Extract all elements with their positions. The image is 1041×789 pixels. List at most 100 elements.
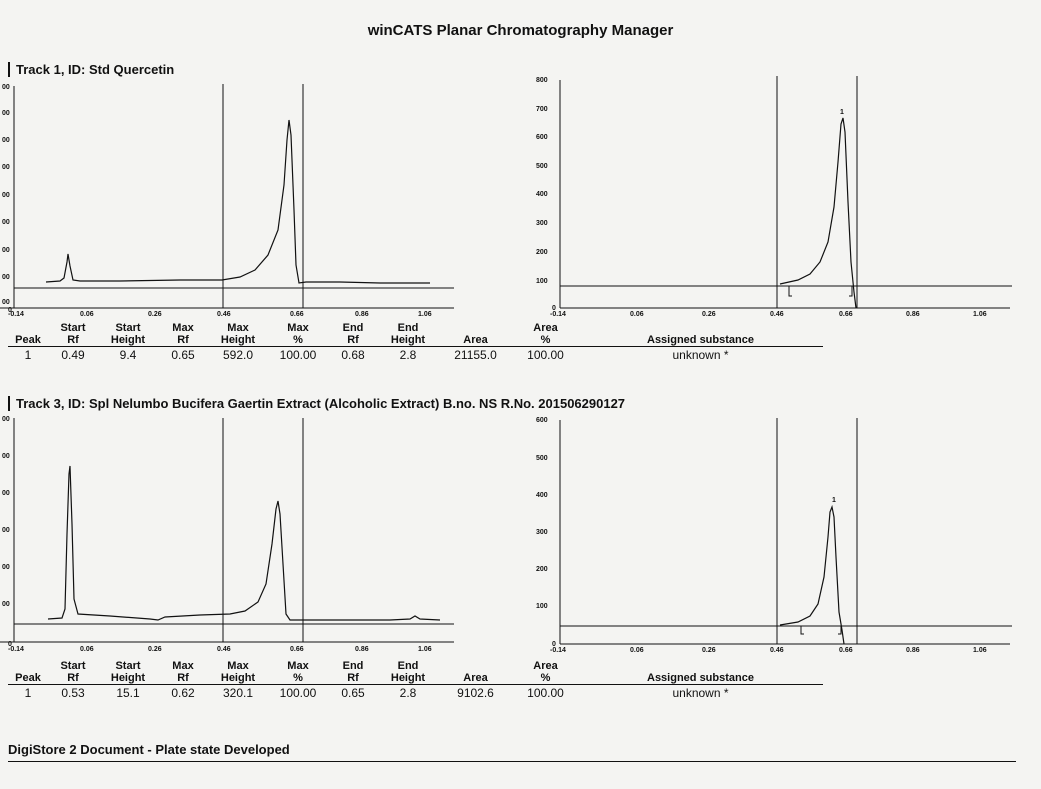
column-header: End Height [378,322,438,347]
table-cell: 100.00 [279,348,317,362]
column-header: End Rf [328,660,378,685]
column-header: Peak [8,322,48,347]
x-tick-labels: -0.14 0.06 0.26 0.46 0.66 0.86 1.06 [8,311,432,318]
document-footer: DigiStore 2 Document - Plate state Devel… [8,742,290,757]
y-tick-label: 00 [2,164,10,171]
track-3-peak-zoom: 600 500 400 300 200 100 0 -0.14 0.06 0.2… [536,417,1012,654]
y-tick-label: 00 [2,137,10,144]
table-cell: 1 [24,348,32,362]
table-cell: 15.1 [116,686,140,700]
y-tick-label: 600 [536,417,548,424]
y-tick-label: 00 [2,84,10,91]
x-tick-labels: -0.14 0.06 0.26 0.46 0.66 0.86 1.06 [8,646,432,653]
column-header: Max Height [208,660,268,685]
peak-end-bracket [849,285,853,297]
y-tick-label: 00 [2,527,10,534]
table-cell: 0.49 [61,348,85,362]
y-tick-label: 700 [536,106,548,113]
y-tick-label: 200 [536,566,548,573]
column-header: Max Height [208,322,268,347]
y-tick-label: 00 [2,274,10,281]
table-row: 1 0.49 9.4 0.65 592.0 100.00 0.68 2.8 21… [8,347,823,364]
table-cell: unknown * [672,348,729,362]
x-tick-label: 0.26 [148,646,162,653]
y-tick-label: 100 [536,278,548,285]
table-header-row: Peak Start Rf Start Height Max Rf Max Height… [8,660,823,685]
x-tick-label: 0.66 [290,646,304,653]
column-header: End Rf [328,322,378,347]
x-tick-label: 0.46 [217,311,231,318]
column-header: End Height [378,660,438,685]
table-cell: 0.65 [341,686,365,700]
y-tick-label: 500 [536,163,548,170]
column-header: Max Rf [158,660,208,685]
x-tick-label: 0.86 [355,646,369,653]
x-tick-labels: -0.14 0.06 0.26 0.46 0.66 0.86 1.06 [550,647,987,654]
y-tick-label: 00 [2,601,10,608]
column-header: Area [438,660,513,685]
densitogram-trace [47,465,441,621]
table-cell: 320.1 [222,686,254,700]
peak-trace [779,117,857,309]
y-tick-labels: 600 500 400 300 200 100 0 [536,417,556,648]
y-tick-label: 00 [2,247,10,254]
column-header: Max% [268,660,328,685]
x-tick-label: -0.14 [550,311,566,318]
peak-start-bracket [788,285,792,297]
x-tick-label: 0.26 [148,311,162,318]
y-tick-label: 200 [536,249,548,256]
x-tick-label: 0.46 [770,647,784,654]
y-tick-label: 800 [536,77,548,84]
table-cell: 21155.0 [454,348,497,362]
x-tick-label: 0.46 [770,311,784,318]
x-tick-label: -0.14 [8,646,24,653]
x-tick-label: 1.06 [973,647,987,654]
peak-start-bracket [800,625,804,635]
y-tick-label: 300 [536,529,548,536]
track-1-peak-zoom: 800 700 600 500 400 300 200 100 0 -0.14 … [536,76,1012,318]
footer-divider [8,761,1016,762]
column-header: Max% [268,322,328,347]
table-cell: 0.68 [341,348,365,362]
column-header: Area [438,322,513,347]
table-cell: 0.53 [61,686,85,700]
x-tick-label: 0.86 [906,311,920,318]
peak-trace [779,504,845,645]
x-tick-label: 0.66 [290,311,304,318]
column-header: Start Height [98,322,158,347]
column-header: Area% [513,660,578,685]
x-tick-label: 1.06 [973,311,987,318]
y-tick-label: 400 [536,492,548,499]
column-header: Max Rf [158,322,208,347]
table-cell: 2.8 [399,348,417,362]
x-tick-label: 0.06 [630,647,644,654]
x-tick-label: 0.06 [630,311,644,318]
x-tick-label: 0.86 [906,647,920,654]
table-cell: 9.4 [119,348,137,362]
table-cell: 9102.6 [457,686,494,700]
table-cell: 100.00 [279,686,317,700]
y-tick-label: 00 [2,299,10,306]
y-tick-labels: 00 00 00 00 00 00 00 00 00 0 [2,84,12,314]
peak-label: 1 [832,497,836,504]
x-tick-label: 0.46 [217,646,231,653]
y-tick-label: 0 [552,641,556,648]
track-3-full-densitogram: 00 00 00 00 00 00 0 -0.14 0.06 0.26 0.46… [0,416,454,653]
x-tick-label: 0.06 [80,646,94,653]
y-tick-label: 00 [2,192,10,199]
x-tick-label: 0.06 [80,311,94,318]
peak-label: 1 [840,109,844,116]
y-tick-label: 400 [536,191,548,198]
x-tick-labels: -0.14 0.06 0.26 0.46 0.66 0.86 1.06 [550,311,987,318]
x-tick-label: 0.66 [839,311,853,318]
y-tick-label: 00 [2,110,10,117]
column-header: Assigned substance [578,322,823,347]
y-tick-label: 00 [2,219,10,226]
table-cell: 0.65 [171,348,195,362]
column-header: Start Rf [48,322,98,347]
x-tick-label: -0.14 [8,311,24,318]
x-tick-label: 1.06 [418,311,432,318]
y-tick-label: 00 [2,490,10,497]
x-tick-label: 0.86 [355,311,369,318]
column-header: Start Height [98,660,158,685]
